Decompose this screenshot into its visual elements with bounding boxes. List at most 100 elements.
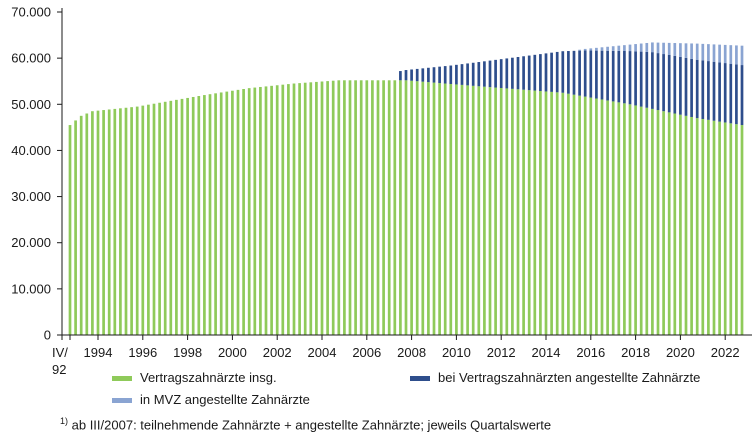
bar-series-2 bbox=[740, 65, 744, 126]
footnote-marker: 1) bbox=[60, 416, 69, 426]
bar-series-1 bbox=[113, 108, 117, 336]
bar-series-1 bbox=[208, 94, 212, 335]
bar-series-1 bbox=[656, 110, 660, 335]
bar-series-3 bbox=[707, 44, 710, 62]
bar-series-2 bbox=[499, 59, 503, 88]
bar-series-2 bbox=[494, 59, 497, 88]
x-tick-label: 1996 bbox=[128, 345, 157, 360]
bar-series-1 bbox=[169, 100, 173, 335]
bar-series-1 bbox=[645, 107, 649, 335]
bar-series-2 bbox=[595, 50, 598, 99]
bar-series-1 bbox=[242, 89, 245, 335]
bar-series-1 bbox=[707, 119, 710, 335]
bar-series-2 bbox=[707, 61, 710, 120]
bar-series-2 bbox=[695, 59, 699, 119]
bar-series-1 bbox=[606, 100, 609, 335]
bar-series-1 bbox=[505, 88, 509, 335]
bar-series-3 bbox=[589, 48, 593, 51]
bar-series-1 bbox=[723, 122, 727, 335]
legend-label: in MVZ angestellte Zahnärzte bbox=[140, 392, 310, 407]
axes-layer: 0 10.000 20.000 30.000 40.000 50.000 60.000 70.… bbox=[11, 5, 752, 377]
x-tick-label: 2020 bbox=[666, 345, 695, 360]
bar-series-1 bbox=[651, 108, 654, 336]
bar-series-1 bbox=[147, 104, 150, 335]
bar-series-1 bbox=[331, 80, 335, 335]
bar-series-3 bbox=[617, 45, 621, 51]
x-tick-label: 2014 bbox=[532, 345, 561, 360]
bar-series-1 bbox=[376, 80, 380, 335]
bar-series-1 bbox=[298, 83, 301, 336]
bar-series-3 bbox=[690, 43, 693, 59]
bar-series-1 bbox=[68, 125, 72, 335]
bar-series-1 bbox=[455, 84, 458, 335]
bar-series-1 bbox=[471, 85, 475, 335]
bar-series-1 bbox=[85, 113, 89, 335]
bar-series-3 bbox=[656, 42, 660, 54]
bar-series-1 bbox=[287, 84, 290, 335]
bar-series-1 bbox=[382, 80, 385, 335]
bar-series-3 bbox=[645, 42, 649, 52]
bar-series-2 bbox=[460, 64, 464, 85]
bar-series-1 bbox=[96, 110, 100, 335]
bar-series-3 bbox=[735, 45, 738, 65]
bar-series-2 bbox=[544, 53, 548, 92]
bar-series-3 bbox=[611, 46, 615, 51]
bar-series-1 bbox=[337, 80, 341, 335]
bar-series-1 bbox=[511, 88, 514, 335]
bar-series-3 bbox=[628, 44, 632, 52]
bar-series-1 bbox=[410, 80, 413, 335]
bar-series-2 bbox=[399, 71, 402, 81]
bar-series-2 bbox=[623, 50, 626, 104]
bar-series-3 bbox=[667, 42, 671, 55]
footnote: 1) ab III/2007: teilnehmende Zahnärzte +… bbox=[60, 416, 551, 432]
legend-swatch bbox=[410, 376, 430, 381]
bar-series-1 bbox=[152, 103, 156, 336]
bar-series-2 bbox=[404, 70, 408, 81]
bar-series-2 bbox=[611, 50, 615, 102]
y-tick-label: 20.000 bbox=[11, 235, 51, 250]
x-tick-label: 2000 bbox=[218, 345, 247, 360]
bar-series-1 bbox=[449, 83, 453, 335]
bar-series-2 bbox=[443, 66, 447, 84]
bar-series-2 bbox=[679, 56, 682, 115]
bar-series-1 bbox=[158, 102, 161, 335]
bar-series-1 bbox=[578, 95, 581, 335]
bar-series-1 bbox=[427, 82, 430, 335]
legend-swatch bbox=[112, 376, 132, 381]
bar-series-1 bbox=[701, 118, 705, 336]
bar-series-1 bbox=[544, 91, 548, 335]
bar-series-1 bbox=[662, 111, 665, 336]
bar-series-3 bbox=[639, 43, 643, 52]
bar-series-1 bbox=[359, 80, 363, 335]
x-tick-label: 2018 bbox=[621, 345, 650, 360]
bar-series-2 bbox=[684, 57, 688, 116]
y-tick-label: 0 bbox=[44, 328, 51, 343]
x-tick-label: 2010 bbox=[442, 345, 471, 360]
bar-series-1 bbox=[634, 105, 637, 335]
bar-series-1 bbox=[667, 112, 671, 335]
bar-series-1 bbox=[438, 83, 441, 335]
bar-series-1 bbox=[320, 81, 324, 335]
bar-series-2 bbox=[735, 64, 738, 125]
bar-series-3 bbox=[701, 43, 705, 61]
bar-series-2 bbox=[432, 67, 436, 83]
bar-series-2 bbox=[511, 57, 514, 89]
bar-series-3 bbox=[651, 42, 654, 53]
bar-series-3 bbox=[695, 43, 699, 60]
bar-series-2 bbox=[550, 52, 553, 92]
bar-series-1 bbox=[595, 98, 598, 336]
bar-series-1 bbox=[494, 87, 497, 335]
bar-series-1 bbox=[231, 90, 234, 335]
bar-series-1 bbox=[119, 108, 122, 335]
bar-series-2 bbox=[606, 50, 609, 101]
y-tick-label: 50.000 bbox=[11, 97, 51, 112]
bar-series-1 bbox=[399, 80, 402, 335]
bar-series-2 bbox=[667, 55, 671, 113]
bar-series-1 bbox=[729, 123, 733, 335]
bar-series-1 bbox=[483, 86, 486, 335]
bar-series-1 bbox=[460, 84, 464, 335]
bar-series-1 bbox=[275, 85, 279, 335]
bar-series-1 bbox=[135, 106, 139, 335]
bar-series-3 bbox=[723, 44, 727, 64]
